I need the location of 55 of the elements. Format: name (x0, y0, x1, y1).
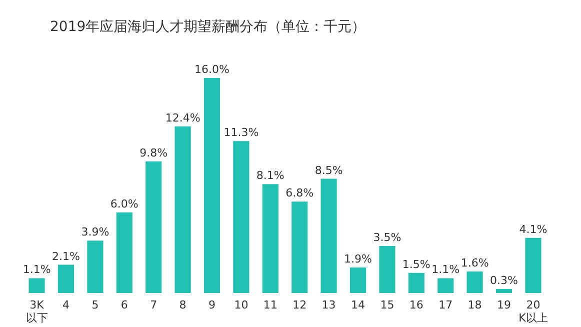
data-label: 1.5% (402, 258, 430, 271)
x-tick-label: 15 (380, 298, 394, 312)
x-tick-label: 20K以上 (518, 298, 548, 324)
x-tick-label: 18 (468, 298, 482, 312)
data-label: 9.8% (140, 146, 168, 160)
x-tick-label: 17 (438, 298, 453, 312)
data-label: 1.6% (460, 256, 489, 270)
data-label: 12.4% (165, 111, 200, 124)
x-tick-label: 8 (179, 298, 186, 312)
data-label: 1.9% (344, 252, 372, 266)
x-tick-label: 4 (62, 298, 70, 312)
bar (58, 264, 74, 293)
x-tick-label: 12 (292, 298, 307, 312)
bar (292, 202, 308, 293)
data-label: 8.1% (256, 169, 284, 182)
x-tick-label: 5 (92, 298, 99, 312)
data-label: 16.0% (194, 63, 230, 76)
bar (233, 141, 250, 293)
x-tick-label: 7 (150, 298, 158, 312)
data-label: 0.3% (490, 274, 518, 287)
data-label: 3.5% (373, 230, 402, 244)
bar (320, 178, 337, 293)
x-tick-label: 11 (263, 298, 278, 312)
bar (174, 126, 191, 293)
bar (350, 267, 366, 293)
data-label: 8.5% (314, 164, 343, 177)
x-tick-label: 6 (120, 298, 128, 312)
bar (466, 272, 483, 293)
bar (28, 278, 45, 293)
x-tick-label: 3K以下 (26, 298, 48, 324)
data-label: 6.8% (286, 186, 314, 200)
data-label: 1.1% (22, 263, 51, 276)
bar (408, 272, 424, 293)
x-tick-label: 16 (409, 298, 424, 312)
x-tick-label: 10 (234, 298, 248, 312)
data-label: 3.9% (81, 226, 110, 239)
bar (379, 246, 396, 293)
chart-title: 2019年应届海归人才期望薪酬分布（单位：千元） (50, 19, 366, 35)
bar (116, 212, 132, 293)
bar (438, 278, 454, 293)
bar (525, 238, 542, 293)
data-label: 4.1% (519, 222, 548, 236)
bar (204, 78, 220, 293)
bar (262, 184, 278, 293)
bar (146, 161, 162, 293)
data-label: 1.1% (432, 263, 460, 276)
x-tick-label: 14 (351, 298, 366, 312)
data-label: 6.0% (110, 197, 138, 210)
data-label: 11.3% (224, 126, 259, 140)
bar (87, 240, 104, 293)
x-tick-label: 19 (497, 298, 512, 312)
bar (496, 288, 512, 293)
data-label: 2.1% (52, 250, 80, 263)
x-tick-label: 9 (208, 298, 216, 312)
x-tick-label: 13 (322, 298, 336, 312)
